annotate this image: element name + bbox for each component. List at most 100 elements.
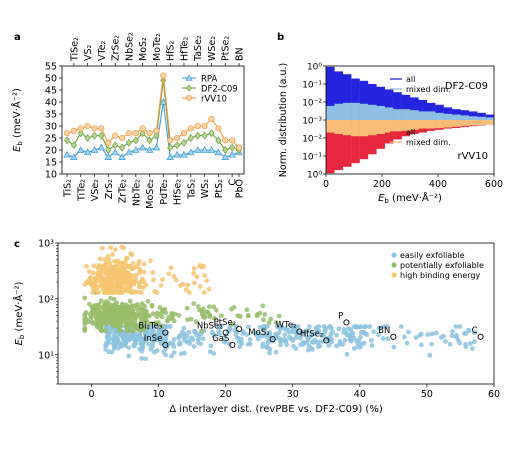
easily-exfoliable-point <box>344 351 350 357</box>
top-category-label: MoS₂ <box>138 37 149 61</box>
potentially-exfoliable-point <box>231 304 237 310</box>
potentially-exfoliable-point <box>106 309 112 315</box>
potentially-exfoliable-point <box>82 321 88 327</box>
rvv10-all-bar <box>359 120 369 160</box>
material-annotation: MoS₂ <box>248 328 269 338</box>
rvv10-point <box>146 130 153 137</box>
potentially-exfoliable-point <box>169 316 175 321</box>
easily-exfoliable-point <box>336 326 342 332</box>
x-tick-label: 60 <box>488 389 500 400</box>
easily-exfoliable-point <box>401 334 407 340</box>
x-axis-label: Δ interlayer dist. (revPBE vs. DF2-C09) … <box>169 404 383 415</box>
easily-exfoliable-point <box>355 341 361 346</box>
df2-point <box>215 136 222 145</box>
df2-all-bar <box>418 99 427 120</box>
df2-mixed-bar <box>393 109 402 120</box>
df2-mixed-bar <box>326 105 335 120</box>
material-annotation: Bi₂Te₃ <box>138 322 162 332</box>
easily-exfoliable-point <box>334 332 339 338</box>
x-tick-label: 200 <box>373 179 391 190</box>
y-tick-label: 40 <box>45 98 57 109</box>
easily-exfoliable-point <box>264 324 270 329</box>
easily-exfoliable-point <box>145 331 151 337</box>
easily-exfoliable-point <box>169 353 175 359</box>
easily-exfoliable-point <box>247 337 253 342</box>
potentially-exfoliable-point <box>119 304 125 310</box>
df2-point <box>70 141 77 150</box>
df2-point <box>187 134 194 142</box>
high-binding-point <box>204 278 210 284</box>
legend-marker <box>391 272 397 278</box>
df2-point <box>146 136 153 145</box>
easily-exfoliable-point <box>171 337 177 342</box>
top-category-label: WSe₂ <box>207 36 218 61</box>
y-tick-label: 15 <box>45 158 57 169</box>
easily-exfoliable-point <box>425 332 431 337</box>
easily-exfoliable-point <box>262 327 268 333</box>
df2-all-bar <box>384 89 394 120</box>
rvv10-point <box>194 122 201 130</box>
potentially-exfoliable-point <box>273 320 279 325</box>
easily-exfoliable-point <box>143 356 149 362</box>
easily-exfoliable-point <box>468 341 473 346</box>
easily-exfoliable-point <box>240 330 246 336</box>
easily-exfoliable-point <box>216 328 222 334</box>
high-binding-point <box>122 287 128 293</box>
easily-exfoliable-point <box>469 346 475 351</box>
rvv10-point <box>208 115 215 122</box>
easily-exfoliable-point <box>176 341 182 347</box>
potentially-exfoliable-point <box>91 305 96 310</box>
bottom-category-label: C <box>228 179 239 186</box>
high-binding-point <box>166 271 172 277</box>
potentially-exfoliable-point <box>117 316 123 322</box>
easily-exfoliable-point <box>156 330 161 336</box>
easily-exfoliable-point <box>162 337 168 343</box>
high-binding-point <box>173 277 179 283</box>
easily-exfoliable-point <box>138 341 144 347</box>
df2-mixed-bar <box>435 112 444 120</box>
highlight-point <box>323 337 330 344</box>
high-binding-point <box>108 286 114 292</box>
top-category-label: VS₂ <box>83 44 94 61</box>
rvv10-point <box>118 134 126 142</box>
x-tick-label: 400 <box>429 179 447 190</box>
df2-point <box>208 129 215 138</box>
potentially-exfoliable-point <box>113 317 119 323</box>
y-tick-label: 10⁰ <box>307 171 322 181</box>
easily-exfoliable-point <box>126 353 132 359</box>
high-binding-point <box>91 263 97 269</box>
high-binding-point <box>112 247 118 252</box>
easily-exfoliable-point <box>286 329 292 335</box>
rvv10-mixed-bar <box>401 120 411 131</box>
df2-mixed-bar <box>410 110 419 120</box>
rvv10-mixed-bar <box>460 120 469 127</box>
y-tick-label: 10⁻¹ <box>302 153 322 163</box>
rvv10-point <box>84 122 91 130</box>
df2-all-bar <box>342 74 352 120</box>
easily-exfoliable-point <box>178 351 184 357</box>
easily-exfoliable-point <box>150 341 156 347</box>
legend-marker <box>185 74 193 81</box>
high-binding-point <box>101 265 107 271</box>
potentially-exfoliable-point <box>103 299 109 304</box>
rvv10-point <box>125 130 132 137</box>
rvv10-point <box>187 125 194 132</box>
easily-exfoliable-point <box>341 329 347 335</box>
high-binding-point <box>137 267 143 273</box>
y-tick-label: 10⁻³ <box>302 117 322 127</box>
easily-exfoliable-point <box>182 338 188 344</box>
y-tick-label: 30 <box>45 122 57 133</box>
potentially-exfoliable-point <box>159 314 165 320</box>
potentially-exfoliable-point <box>162 306 168 312</box>
easily-exfoliable-point <box>305 335 311 341</box>
easily-exfoliable-point <box>181 325 187 331</box>
group-label-bottom: rVV10 <box>457 151 488 162</box>
easily-exfoliable-point <box>253 330 259 336</box>
rvv10-point <box>139 125 146 132</box>
df2-point <box>180 138 188 147</box>
high-binding-point <box>119 260 124 266</box>
easily-exfoliable-point <box>246 324 251 330</box>
rpa-point <box>63 150 71 158</box>
